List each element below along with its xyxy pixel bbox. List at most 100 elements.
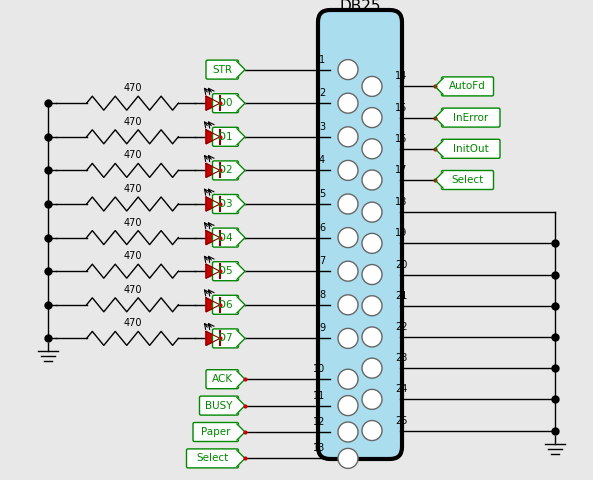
Circle shape — [362, 202, 382, 222]
FancyBboxPatch shape — [199, 396, 238, 415]
Polygon shape — [206, 130, 220, 144]
Text: 8: 8 — [319, 290, 325, 300]
Text: ACK: ACK — [212, 374, 233, 384]
Polygon shape — [206, 197, 220, 211]
FancyBboxPatch shape — [212, 194, 238, 214]
Text: InError: InError — [453, 113, 489, 122]
Circle shape — [362, 139, 382, 159]
FancyBboxPatch shape — [193, 422, 238, 442]
Circle shape — [362, 233, 382, 253]
FancyBboxPatch shape — [212, 228, 238, 247]
Text: D3: D3 — [218, 199, 233, 209]
Text: 13: 13 — [313, 444, 325, 454]
Text: Select: Select — [196, 454, 229, 463]
Text: D4: D4 — [218, 233, 233, 242]
Circle shape — [338, 228, 358, 248]
Circle shape — [338, 328, 358, 348]
Polygon shape — [237, 450, 245, 467]
Text: 24: 24 — [395, 384, 407, 395]
Polygon shape — [237, 297, 245, 313]
Text: D1: D1 — [218, 132, 233, 142]
Circle shape — [338, 422, 358, 442]
Text: D7: D7 — [218, 334, 233, 343]
Text: 11: 11 — [313, 391, 325, 401]
Text: 10: 10 — [313, 364, 325, 374]
Text: 470: 470 — [123, 217, 142, 228]
Polygon shape — [435, 109, 443, 126]
Text: 470: 470 — [123, 83, 142, 93]
Text: InitOut: InitOut — [453, 144, 489, 154]
Polygon shape — [206, 298, 220, 312]
Circle shape — [338, 448, 358, 468]
Text: D5: D5 — [218, 266, 233, 276]
Circle shape — [362, 264, 382, 285]
FancyBboxPatch shape — [212, 295, 238, 314]
Circle shape — [362, 170, 382, 190]
Text: 470: 470 — [123, 150, 142, 160]
Polygon shape — [435, 141, 443, 157]
Text: D0: D0 — [218, 98, 232, 108]
FancyBboxPatch shape — [212, 127, 238, 146]
Text: 15: 15 — [395, 103, 407, 113]
Circle shape — [362, 389, 382, 409]
FancyBboxPatch shape — [212, 161, 238, 180]
Polygon shape — [435, 78, 443, 95]
Text: Paper: Paper — [201, 427, 231, 437]
FancyBboxPatch shape — [206, 60, 238, 79]
Polygon shape — [206, 230, 220, 245]
FancyBboxPatch shape — [318, 10, 402, 459]
Polygon shape — [237, 229, 245, 246]
Text: 1: 1 — [319, 55, 325, 65]
FancyBboxPatch shape — [442, 139, 500, 158]
Text: STR: STR — [212, 65, 232, 74]
Polygon shape — [237, 196, 245, 212]
FancyBboxPatch shape — [442, 170, 493, 190]
Text: 7: 7 — [319, 256, 325, 266]
Text: 3: 3 — [319, 122, 325, 132]
Polygon shape — [237, 95, 245, 111]
FancyBboxPatch shape — [442, 77, 493, 96]
Circle shape — [338, 369, 358, 389]
Text: 20: 20 — [395, 260, 407, 270]
Text: 470: 470 — [123, 285, 142, 295]
Text: 25: 25 — [395, 416, 407, 426]
Circle shape — [338, 396, 358, 416]
Text: 5: 5 — [319, 189, 325, 199]
FancyBboxPatch shape — [212, 329, 238, 348]
Text: 6: 6 — [319, 223, 325, 233]
Text: 4: 4 — [319, 156, 325, 166]
Polygon shape — [206, 331, 220, 346]
Polygon shape — [237, 162, 245, 179]
Polygon shape — [237, 129, 245, 145]
Text: 16: 16 — [395, 134, 407, 144]
Polygon shape — [206, 163, 220, 178]
Circle shape — [362, 358, 382, 378]
Polygon shape — [237, 424, 245, 440]
Text: 470: 470 — [123, 318, 142, 328]
Text: BUSY: BUSY — [205, 401, 232, 410]
Polygon shape — [237, 330, 245, 347]
Polygon shape — [237, 61, 245, 78]
Polygon shape — [237, 371, 245, 387]
Text: 17: 17 — [395, 165, 407, 175]
Circle shape — [338, 194, 358, 214]
Circle shape — [362, 76, 382, 96]
Text: AutoFd: AutoFd — [449, 82, 486, 91]
FancyBboxPatch shape — [212, 262, 238, 281]
Circle shape — [362, 420, 382, 441]
FancyBboxPatch shape — [187, 449, 238, 468]
Text: 23: 23 — [395, 353, 407, 363]
FancyBboxPatch shape — [212, 94, 238, 113]
Polygon shape — [237, 263, 245, 279]
Text: 2: 2 — [319, 88, 325, 98]
Text: 22: 22 — [395, 322, 407, 332]
Circle shape — [338, 160, 358, 180]
Text: 21: 21 — [395, 291, 407, 301]
FancyBboxPatch shape — [442, 108, 500, 127]
Circle shape — [338, 127, 358, 147]
Polygon shape — [206, 96, 220, 110]
Text: D6: D6 — [218, 300, 233, 310]
Text: D2: D2 — [218, 166, 233, 175]
Text: 18: 18 — [395, 197, 407, 207]
Circle shape — [338, 261, 358, 281]
